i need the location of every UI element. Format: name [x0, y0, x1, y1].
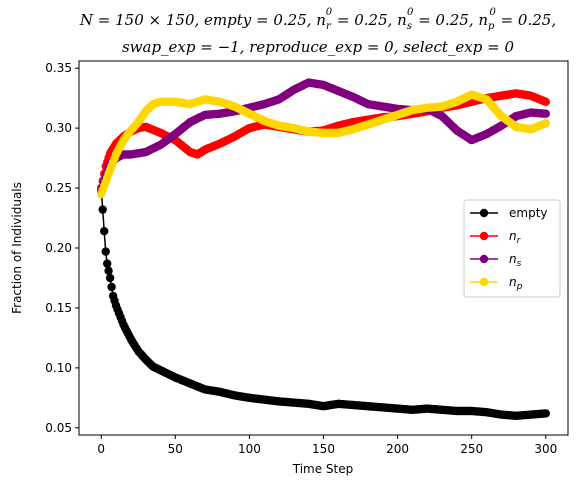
x-tick-label: 250 — [460, 442, 483, 456]
x-axis-ticks: 0 50 100 150 200 250 300 — [97, 435, 557, 456]
data-point — [104, 266, 113, 275]
legend-item-empty: empty — [470, 206, 548, 220]
legend-marker-ns — [479, 254, 489, 264]
legend-item-ns: ns — [470, 252, 522, 269]
legend: empty nr ns np — [463, 199, 561, 298]
x-tick-label: 300 — [534, 442, 557, 456]
x-tick-label: 150 — [312, 442, 335, 456]
data-point — [101, 247, 110, 256]
legend-marker-np — [479, 277, 489, 287]
y-tick-label: 0.35 — [45, 61, 72, 75]
data-point — [541, 109, 550, 118]
legend-item-nr: nr — [470, 229, 522, 246]
title-n-part: N = 150 × 150, empty = 0.25, n — [79, 11, 326, 29]
y-tick-label: 0.30 — [45, 121, 72, 135]
data-point — [541, 97, 550, 107]
data-point — [541, 119, 550, 128]
x-tick-label: 100 — [238, 442, 261, 456]
legend-marker-empty — [479, 208, 489, 218]
series-n-p — [97, 90, 550, 199]
x-tick-label: 200 — [386, 442, 409, 456]
legend-label-ns: ns — [509, 252, 522, 269]
data-point — [107, 282, 116, 292]
data-point — [541, 409, 550, 418]
y-tick-label: 0.05 — [45, 421, 72, 435]
chart-title-line-1: N = 150 × 150, empty = 0.25, nr0 = 0.25,… — [79, 7, 556, 32]
y-tick-label: 0.25 — [45, 181, 72, 195]
chart-title-line-2: swap_exp = −1, reproduce_exp = 0, select… — [122, 38, 515, 56]
legend-label-nr: nr — [509, 229, 522, 246]
legend-item-np: np — [470, 275, 523, 292]
title-sub-s: s — [407, 21, 412, 32]
x-tick-label: 0 — [97, 442, 105, 456]
y-axis-label: Fraction of Individuals — [10, 182, 24, 314]
legend-label-np: np — [509, 275, 523, 292]
y-axis-ticks: 0.05 0.10 0.15 0.20 0.25 0.30 0.35 — [45, 61, 79, 435]
legend-box — [463, 199, 561, 298]
data-point — [100, 227, 109, 236]
x-axis-label: Time Step — [292, 462, 354, 476]
title-sub-p: p — [488, 21, 495, 32]
data-point — [98, 205, 107, 214]
data-point — [105, 273, 115, 283]
series-empty — [97, 183, 550, 420]
plot-area — [97, 78, 550, 420]
legend-marker-nr — [479, 231, 489, 241]
data-point — [103, 259, 112, 268]
y-tick-label: 0.20 — [45, 241, 72, 255]
x-tick-label: 50 — [168, 442, 183, 456]
title-sup-0a: 0 — [326, 7, 333, 18]
y-tick-label: 0.15 — [45, 301, 72, 315]
y-tick-label: 0.10 — [45, 361, 72, 375]
title-sub-r: r — [326, 21, 332, 32]
legend-label-empty: empty — [509, 206, 548, 220]
